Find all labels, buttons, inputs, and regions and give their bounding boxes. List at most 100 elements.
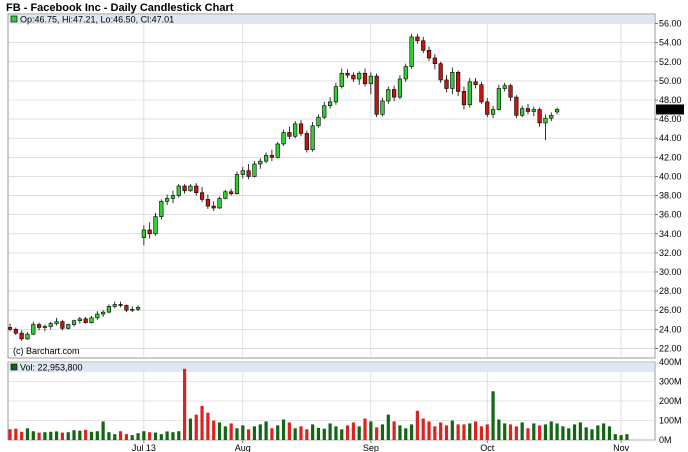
candle-body (392, 89, 397, 98)
candle-body (322, 105, 327, 118)
volume-bar (474, 421, 478, 440)
volume-bar (66, 432, 70, 440)
candle-body (60, 321, 65, 329)
volume-bar (607, 426, 612, 440)
candle-body (514, 96, 519, 116)
candle-body (537, 109, 542, 124)
volume-bar (462, 424, 466, 440)
candle-body (211, 205, 216, 209)
candle-body (293, 123, 298, 137)
candle-body (508, 85, 513, 98)
volume-bar (520, 422, 524, 440)
candle-body (327, 101, 333, 107)
candle-body (549, 114, 554, 119)
volume-bar (567, 428, 571, 440)
volume-bar (124, 434, 128, 440)
volume-bar (89, 431, 94, 440)
candle-body (357, 72, 362, 80)
candle-body (403, 66, 408, 80)
candle-body (159, 200, 164, 217)
candle-body (520, 108, 525, 116)
volume-bar (491, 391, 495, 440)
volume-bar (549, 421, 553, 440)
volume-bar (369, 421, 373, 440)
price-tick-label: 28.00 (659, 286, 682, 296)
volume-legend-text: Vol: 22,953,800 (20, 363, 83, 373)
volume-bar (247, 429, 251, 440)
volume-bar (590, 429, 594, 440)
volume-bar (188, 418, 193, 440)
candle-body (287, 132, 292, 137)
last-price-marker (656, 104, 684, 115)
volume-bar (217, 422, 222, 440)
volume-bar (404, 428, 408, 440)
candle-body (25, 333, 30, 340)
candle-body (234, 174, 240, 194)
volume-bar (136, 433, 140, 440)
candle-body (205, 199, 210, 207)
ohlc-legend-strip (9, 15, 654, 24)
ohlc-legend-swatch (10, 15, 18, 23)
candle-body (258, 160, 263, 165)
candle-body (351, 74, 356, 80)
volume-bar (281, 419, 286, 440)
candle-body (444, 79, 449, 89)
candle-body (77, 318, 82, 322)
candle-body (89, 317, 94, 323)
volume-bar (526, 428, 530, 440)
volume-bar (235, 428, 239, 440)
price-tick-label: 32.00 (659, 248, 682, 258)
candle-body (48, 323, 53, 327)
price-tick-label: 48.00 (659, 95, 682, 105)
volume-bar (345, 425, 350, 440)
volume-bar (252, 426, 257, 440)
volume-bar (206, 412, 210, 440)
volume-bar (276, 425, 280, 440)
volume-bar (241, 425, 245, 440)
volume-bar (107, 432, 111, 440)
candle-body (153, 216, 158, 235)
price-tick-label: 24.00 (659, 324, 682, 334)
volume-bar (613, 434, 617, 440)
candle-body (450, 71, 455, 89)
candle-body (194, 185, 199, 193)
candle-body (124, 305, 129, 311)
candle-body (490, 109, 496, 115)
volume-bar (543, 424, 548, 440)
volume-tick-label: 0M (659, 435, 672, 445)
volume-bar (212, 420, 216, 440)
candle-body (223, 191, 228, 199)
time-tick-label: Aug (235, 443, 251, 452)
candle-body (304, 133, 309, 150)
price-tick-label: 36.00 (659, 210, 682, 220)
candle-body (438, 63, 443, 81)
candle-body (165, 198, 170, 202)
candle-body (432, 57, 437, 64)
volume-bar (363, 418, 367, 440)
candle-body (31, 324, 36, 335)
volume-bar (299, 426, 303, 440)
candle-body (554, 109, 560, 113)
candle-body (188, 185, 193, 192)
time-tick-label: Jul 13 (132, 443, 156, 452)
candle-body (170, 195, 176, 199)
volume-bar (439, 422, 443, 440)
candle-body (135, 307, 141, 310)
price-tick-label: 46.00 (659, 114, 682, 124)
candle-body (106, 306, 112, 313)
volume-bar (514, 426, 518, 440)
volume-bar (293, 428, 297, 440)
volume-bar (305, 429, 309, 440)
candle-body (485, 101, 490, 115)
volume-bar (287, 422, 291, 440)
volume-bar (503, 423, 507, 440)
volume-bar (25, 428, 30, 440)
volume-bar (223, 426, 227, 440)
candle-body (502, 85, 507, 89)
price-panel-frame (7, 13, 656, 359)
volume-bar (450, 420, 454, 440)
volume-bar (101, 421, 105, 440)
volume-bar (357, 426, 361, 440)
